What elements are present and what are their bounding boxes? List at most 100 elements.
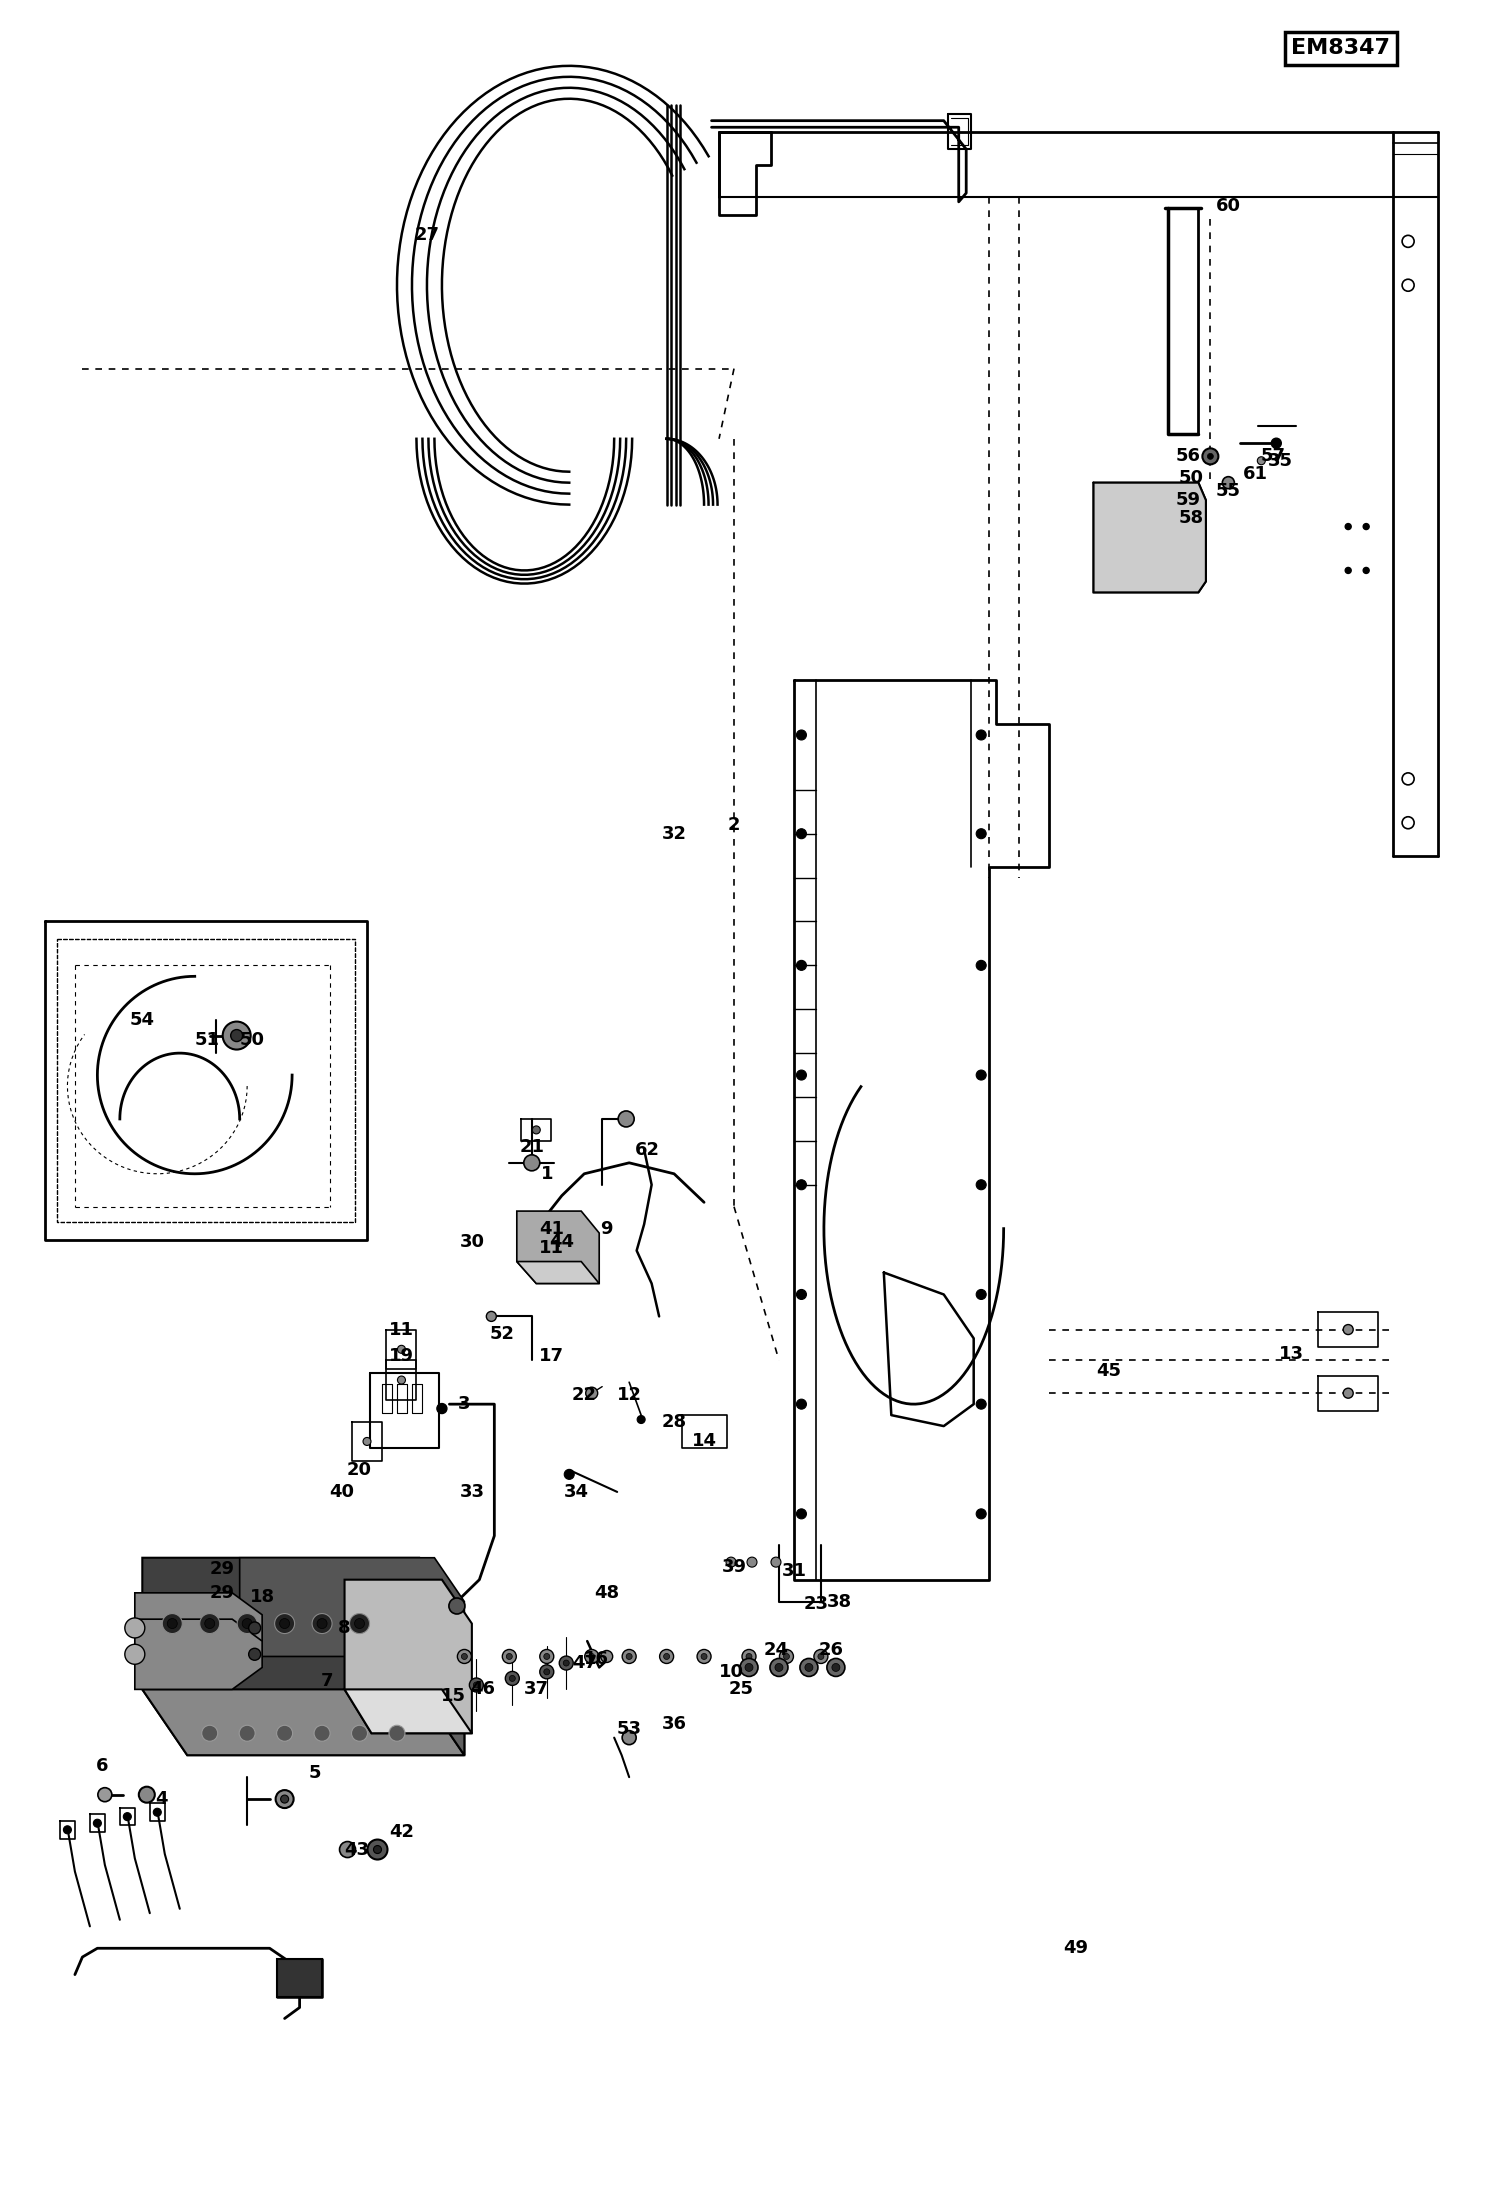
Circle shape	[139, 1786, 154, 1803]
Circle shape	[664, 1654, 670, 1659]
Circle shape	[797, 1180, 806, 1189]
Text: 48: 48	[595, 1584, 619, 1602]
Circle shape	[977, 731, 986, 739]
Circle shape	[1344, 1389, 1353, 1398]
Text: 19: 19	[389, 1347, 413, 1365]
Circle shape	[318, 1619, 327, 1628]
Circle shape	[1345, 568, 1351, 573]
Circle shape	[701, 1654, 707, 1659]
Circle shape	[509, 1676, 515, 1681]
Text: 28: 28	[662, 1413, 686, 1430]
Polygon shape	[142, 1689, 464, 1755]
Polygon shape	[142, 1558, 464, 1755]
Circle shape	[748, 1558, 756, 1567]
Circle shape	[352, 1724, 367, 1742]
Circle shape	[804, 1663, 813, 1672]
Circle shape	[437, 1404, 446, 1413]
Circle shape	[277, 1724, 292, 1742]
Text: 42: 42	[389, 1823, 413, 1841]
Text: 45: 45	[1097, 1362, 1121, 1380]
Text: 9: 9	[601, 1220, 613, 1237]
Text: 53: 53	[617, 1720, 641, 1738]
Polygon shape	[277, 1959, 322, 1997]
Text: 12: 12	[617, 1387, 641, 1404]
Circle shape	[367, 1839, 388, 1861]
Text: 37: 37	[524, 1681, 548, 1698]
Text: 20: 20	[348, 1461, 372, 1479]
Circle shape	[589, 1654, 595, 1659]
Circle shape	[586, 1387, 598, 1400]
Text: 3: 3	[458, 1395, 470, 1413]
Circle shape	[622, 1731, 637, 1744]
Circle shape	[1203, 448, 1218, 465]
Text: 30: 30	[460, 1233, 484, 1251]
Text: 32: 32	[662, 825, 686, 842]
Circle shape	[153, 1808, 162, 1817]
Circle shape	[831, 1663, 840, 1672]
Text: 36: 36	[662, 1716, 686, 1733]
Circle shape	[355, 1619, 364, 1628]
Text: 46: 46	[470, 1681, 494, 1698]
Text: 59: 59	[1176, 491, 1200, 509]
Text: 14: 14	[692, 1433, 716, 1450]
Text: 6: 6	[96, 1757, 108, 1775]
Text: 18: 18	[250, 1588, 274, 1606]
Text: 15: 15	[442, 1687, 466, 1705]
Circle shape	[827, 1659, 845, 1676]
Text: 16: 16	[584, 1650, 608, 1667]
Text: 11: 11	[539, 1240, 563, 1257]
Polygon shape	[419, 1558, 464, 1755]
Text: 61: 61	[1243, 465, 1267, 483]
Circle shape	[745, 1663, 753, 1672]
Text: 31: 31	[782, 1562, 806, 1580]
Text: 7: 7	[321, 1672, 333, 1689]
Circle shape	[473, 1683, 479, 1687]
Circle shape	[797, 1400, 806, 1409]
Text: 50: 50	[1179, 470, 1203, 487]
Circle shape	[469, 1678, 484, 1692]
Circle shape	[539, 1665, 554, 1678]
Text: 38: 38	[827, 1593, 851, 1610]
Text: 62: 62	[635, 1141, 659, 1158]
Circle shape	[240, 1724, 255, 1742]
Circle shape	[559, 1656, 574, 1670]
Circle shape	[506, 1654, 512, 1659]
Polygon shape	[135, 1619, 262, 1689]
Text: 51: 51	[195, 1031, 219, 1049]
Text: 2: 2	[728, 816, 740, 834]
Text: 34: 34	[565, 1483, 589, 1501]
Text: 13: 13	[1279, 1345, 1303, 1362]
Text: 22: 22	[572, 1387, 596, 1404]
Circle shape	[977, 1509, 986, 1518]
Circle shape	[524, 1154, 539, 1172]
Text: 56: 56	[1176, 448, 1200, 465]
Text: 25: 25	[730, 1681, 753, 1698]
Circle shape	[977, 829, 986, 838]
Circle shape	[1257, 456, 1266, 465]
Circle shape	[565, 1470, 574, 1479]
Text: 60: 60	[1216, 197, 1240, 215]
Circle shape	[742, 1650, 756, 1663]
Text: 39: 39	[722, 1558, 746, 1575]
Circle shape	[280, 1795, 289, 1803]
Text: 10: 10	[719, 1663, 743, 1681]
Circle shape	[797, 1071, 806, 1079]
Circle shape	[584, 1650, 599, 1663]
Text: 55: 55	[1216, 483, 1240, 500]
Circle shape	[276, 1790, 294, 1808]
Text: 41: 41	[539, 1220, 563, 1237]
Circle shape	[622, 1650, 637, 1663]
Text: EM8347: EM8347	[1291, 37, 1390, 59]
Circle shape	[813, 1650, 828, 1663]
Text: 1: 1	[541, 1165, 553, 1183]
Circle shape	[487, 1312, 496, 1321]
Text: 17: 17	[539, 1347, 563, 1365]
Text: 40: 40	[330, 1483, 354, 1501]
Polygon shape	[240, 1558, 464, 1656]
Circle shape	[1222, 476, 1234, 489]
Text: 11: 11	[389, 1321, 413, 1338]
Text: 4: 4	[156, 1790, 168, 1808]
Circle shape	[544, 1654, 550, 1659]
Circle shape	[977, 1180, 986, 1189]
Circle shape	[818, 1654, 824, 1659]
